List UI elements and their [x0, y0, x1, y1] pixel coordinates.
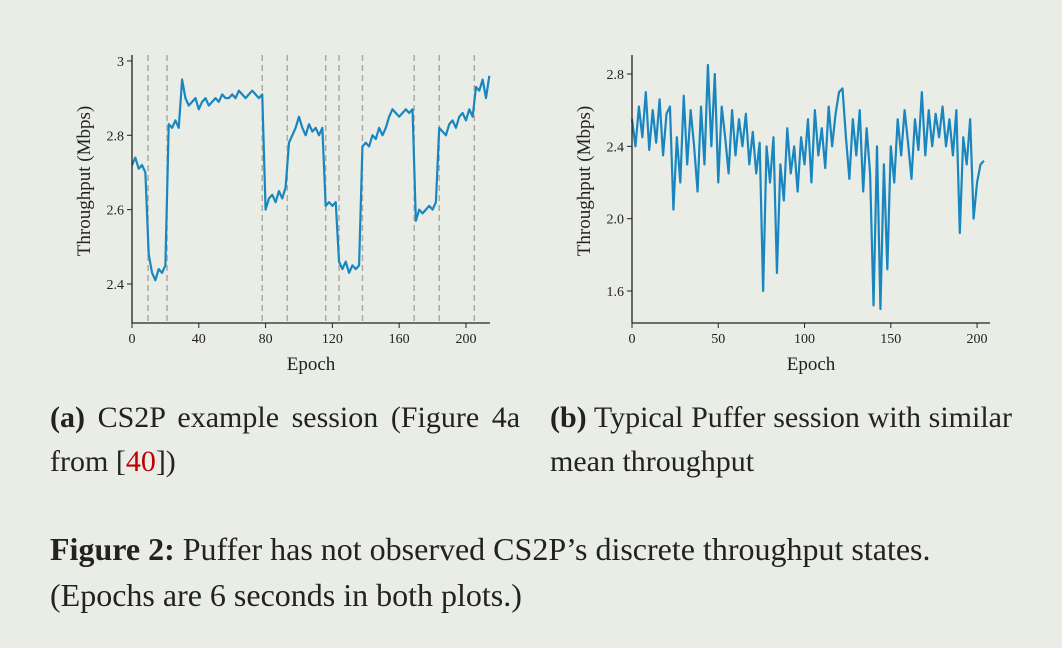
x-tick-label: 200: [967, 332, 988, 347]
y-tick-label: 2.4: [107, 278, 125, 293]
x-tick-label: 0: [629, 332, 636, 347]
data-line: [130, 75, 491, 282]
x-axis-label: Epoch: [787, 354, 836, 375]
subcaption-a: (a) CS2P example session (Figure 4a from…: [50, 396, 520, 484]
x-tick-label: 160: [389, 332, 410, 347]
x-tick-label: 0: [129, 332, 136, 347]
subcaption-label: (b): [550, 401, 587, 434]
x-tick-label: 200: [455, 332, 476, 347]
plots: 2.4 2.6 2.8 3 0 40 80 120 160 200 Epoch Throughput …: [74, 55, 990, 375]
figure-label: Figure 2:: [50, 531, 175, 567]
y-tick-label: 2.0: [607, 213, 625, 228]
x-tick-label: 100: [794, 332, 815, 347]
figure-caption: Figure 2: Puffer has not observed CS2P’s…: [50, 526, 1015, 618]
x-tick-label: 150: [880, 332, 901, 347]
figure-caption-text: Puffer has not observed CS2P’s discrete …: [50, 531, 931, 613]
y-tick-label: 1.6: [607, 285, 625, 300]
y-axis-label: Throughput (Mbps): [74, 106, 95, 256]
y-tick-label: 2.4: [607, 140, 625, 155]
data-line: [630, 63, 985, 311]
x-tick-label: 40: [192, 332, 206, 347]
subcaption-text: Typical Puffer session with similar mean…: [550, 401, 1012, 478]
x-tick-label: 80: [259, 332, 273, 347]
subcaption-b: (b) Typical Puffer session with similar …: [550, 396, 1012, 484]
y-tick-label: 2.8: [107, 129, 125, 144]
subcaption-end: ]): [155, 445, 176, 478]
subcaption-text: CS2P example session (Figure 4a from [: [50, 401, 521, 478]
y-tick-label: 3: [117, 55, 124, 70]
x-tick-label: 120: [322, 332, 343, 347]
x-tick-label: 50: [711, 332, 725, 347]
subcaption-label: (a): [50, 401, 85, 434]
y-tick-label: 2.6: [107, 204, 125, 219]
x-axis-label: Epoch: [287, 354, 336, 375]
y-tick-label: 2.8: [607, 68, 625, 83]
citation: 40: [125, 445, 156, 478]
y-axis-label: Throughput (Mbps): [574, 106, 595, 256]
